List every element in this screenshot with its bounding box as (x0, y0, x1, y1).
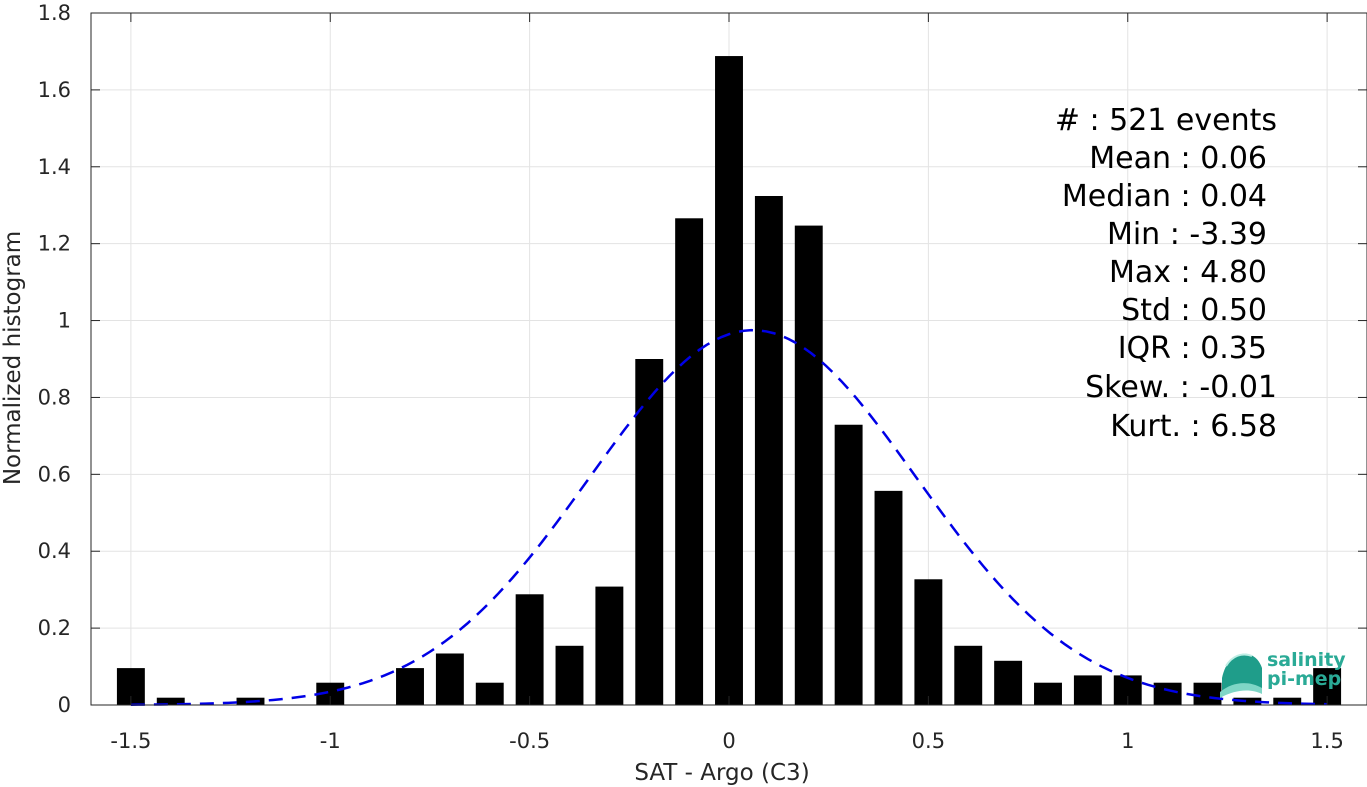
y-axis-ticks: 0 0.2 0.4 0.6 0.8 1 1.2 1.4 1.6 1.8 (38, 1, 1367, 717)
stat-max: Max : 4.80 (1109, 255, 1267, 290)
stats-box: # : 521 events Mean : 0.06 Median : 0.04… (1055, 103, 1277, 444)
stat-iqr: IQR : 0.35 (1118, 331, 1267, 366)
histogram-bar (1193, 682, 1222, 705)
logo-text-salinity: salinity (1267, 649, 1346, 671)
histogram-bar (1233, 697, 1262, 705)
histogram-bar (156, 697, 185, 705)
histogram-bar (715, 56, 743, 705)
histogram-bar (435, 653, 464, 705)
x-tick-label: 1 (1121, 729, 1134, 753)
stat-events: # : 521 events (1055, 103, 1277, 138)
histogram-bar (1153, 682, 1182, 705)
x-tick-label: -1 (320, 729, 341, 753)
histogram-bar (834, 424, 863, 705)
histogram-bar (316, 682, 345, 705)
histogram-bar (874, 490, 903, 705)
histogram-bar (954, 645, 983, 705)
y-tick-label: 0.4 (38, 539, 71, 563)
wave-logo-icon (1220, 653, 1262, 698)
logo-text-pimep: pi-mep (1267, 668, 1341, 690)
histogram-bar (595, 586, 624, 705)
y-tick-label: 1.4 (38, 155, 71, 179)
x-tick-label: 0.5 (912, 729, 945, 753)
histogram-bar (1073, 675, 1102, 705)
histogram-bar (994, 660, 1023, 705)
gaussian-fit-curve (130, 328, 1328, 706)
stat-std: Std : 0.50 (1121, 293, 1267, 328)
stat-min: Min : -3.39 (1107, 217, 1267, 252)
stat-mean: Mean : 0.06 (1089, 141, 1267, 176)
histogram-bar (396, 668, 424, 705)
stat-kurt: Kurt. : 6.58 (1110, 409, 1277, 444)
y-tick-label: 0.8 (38, 385, 71, 409)
y-axis-label: Normalized histogram (0, 231, 26, 485)
y-tick-label: 0 (58, 693, 71, 717)
histogram-bar (475, 682, 504, 705)
histogram-bar (675, 218, 704, 705)
histogram-bar (555, 645, 584, 705)
stat-median: Median : 0.04 (1062, 179, 1267, 214)
x-axis-ticks: -1.5 -1 -0.5 0 0.5 1 1.5 (110, 13, 1344, 753)
histogram-bar (794, 225, 823, 705)
salinity-pimep-logo: salinity pi-mep (1220, 649, 1346, 698)
y-tick-label: 1.6 (38, 78, 71, 102)
y-tick-label: 1 (58, 309, 71, 333)
histogram-bar (1273, 697, 1302, 705)
histogram-bar (1034, 682, 1062, 705)
x-tick-label: 1.5 (1310, 729, 1343, 753)
x-tick-label: -0.5 (509, 729, 550, 753)
x-axis-label: SAT - Argo (C3) (634, 760, 809, 786)
y-tick-label: 0.2 (38, 616, 71, 640)
bars-group (116, 56, 1342, 706)
stat-skew: Skew. : -0.01 (1085, 370, 1277, 405)
histogram-bar (515, 594, 544, 705)
histogram-bar (914, 579, 943, 705)
y-tick-label: 1.8 (38, 1, 71, 25)
y-tick-label: 0.6 (38, 462, 71, 486)
x-tick-label: -1.5 (110, 729, 151, 753)
x-tick-label: 0 (722, 729, 735, 753)
histogram-bar (635, 359, 664, 705)
y-tick-label: 1.2 (38, 232, 71, 256)
histogram-bar (754, 195, 783, 706)
